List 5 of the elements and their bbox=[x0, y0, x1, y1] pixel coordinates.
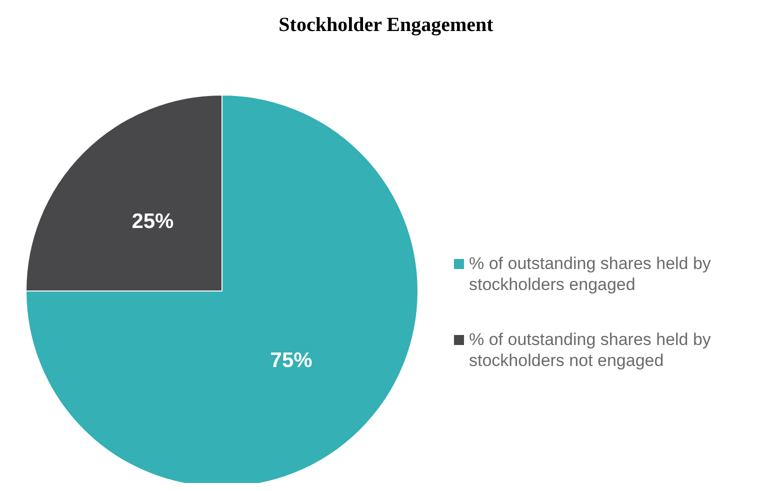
legend-label: % of outstanding shares held by stockholders engaged bbox=[469, 253, 712, 295]
chart-title: Stockholder Engagement bbox=[278, 14, 494, 37]
legend-label: % of outstanding shares held by stockholders not engaged bbox=[469, 329, 712, 371]
data-label: 75% bbox=[270, 348, 313, 372]
data-label: 25% bbox=[132, 210, 174, 234]
